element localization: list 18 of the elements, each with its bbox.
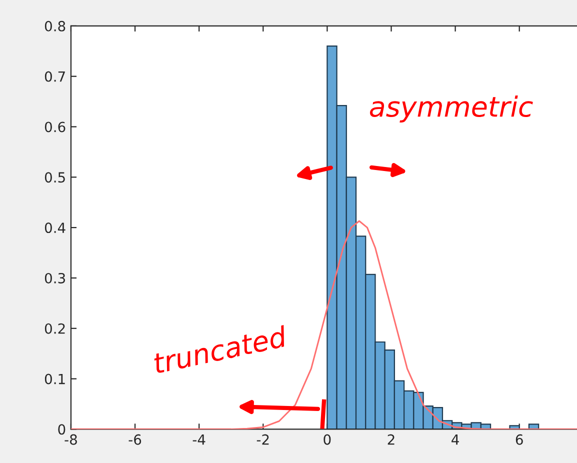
y-tick-label: 0.8: [44, 20, 66, 32]
x-tick-label: -4: [192, 434, 206, 445]
annotation: asymmetric: [370, 96, 533, 122]
y-tick-label: 0.1: [44, 374, 65, 384]
x-tick-label: 6: [516, 434, 523, 445]
x-tick-label: -8: [64, 434, 77, 445]
y-tick-label: 0: [58, 424, 66, 435]
y-tick-label: 0.7: [44, 71, 65, 82]
x-tick-label: 2: [388, 434, 394, 445]
y-tick-label: 0.3: [44, 272, 65, 284]
x-tick-label: 0: [324, 434, 331, 445]
y-tick-label: 0.2: [44, 323, 65, 334]
y-tick-label: 0.6: [44, 122, 66, 132]
x-tick-label: -2: [256, 434, 269, 445]
y-tick-label: 0.4: [44, 222, 66, 234]
x-tick-label: 4: [452, 434, 459, 445]
y-tick-label: 0.5: [44, 172, 65, 183]
x-tick-label: -6: [128, 434, 142, 445]
